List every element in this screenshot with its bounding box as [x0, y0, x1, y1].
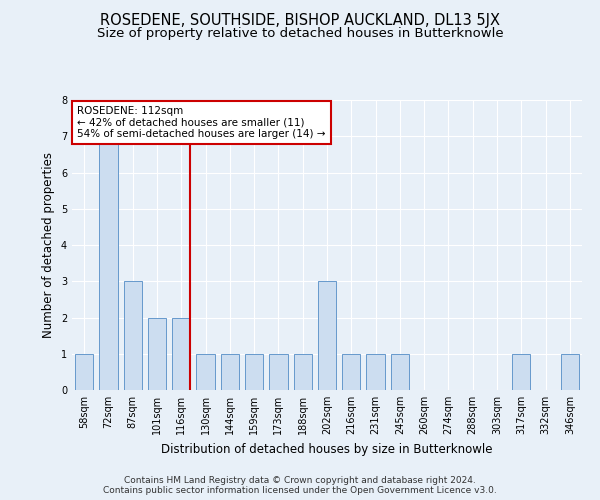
Text: Size of property relative to detached houses in Butterknowle: Size of property relative to detached ho…: [97, 28, 503, 40]
Bar: [245, 354, 263, 390]
Text: ROSEDENE, SOUTHSIDE, BISHOP AUCKLAND, DL13 5JX: ROSEDENE, SOUTHSIDE, BISHOP AUCKLAND, DL…: [100, 12, 500, 28]
Bar: [269, 354, 287, 390]
Bar: [75, 354, 93, 390]
Bar: [512, 354, 530, 390]
Bar: [196, 354, 215, 390]
Bar: [367, 354, 385, 390]
Text: ROSEDENE: 112sqm
← 42% of detached houses are smaller (11)
54% of semi-detached : ROSEDENE: 112sqm ← 42% of detached house…: [77, 106, 326, 139]
Bar: [318, 281, 336, 390]
Bar: [124, 281, 142, 390]
Bar: [100, 136, 118, 390]
Text: Contains HM Land Registry data © Crown copyright and database right 2024.
Contai: Contains HM Land Registry data © Crown c…: [103, 476, 497, 495]
Bar: [342, 354, 361, 390]
Bar: [293, 354, 312, 390]
X-axis label: Distribution of detached houses by size in Butterknowle: Distribution of detached houses by size …: [161, 442, 493, 456]
Bar: [172, 318, 190, 390]
Bar: [561, 354, 579, 390]
Y-axis label: Number of detached properties: Number of detached properties: [43, 152, 55, 338]
Bar: [221, 354, 239, 390]
Bar: [148, 318, 166, 390]
Bar: [391, 354, 409, 390]
